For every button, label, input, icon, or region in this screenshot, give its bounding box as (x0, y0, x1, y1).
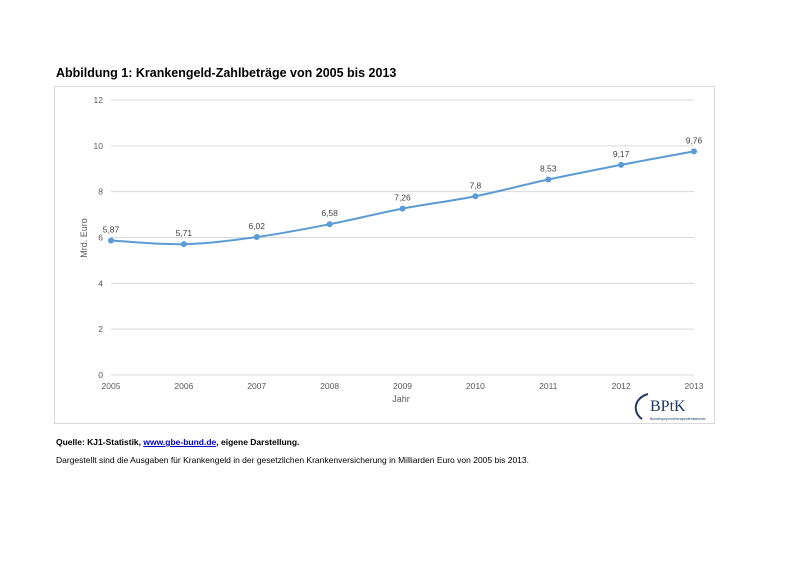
data-point (691, 148, 697, 155)
y-tick-label: 6 (98, 233, 103, 243)
y-axis-ticks: 0 2 4 6 8 10 12 (94, 95, 104, 380)
data-label: 6,58 (321, 208, 338, 218)
source-note: Quelle: KJ1-Statistik, www.gbe-bund.de, … (56, 437, 299, 447)
data-point (545, 176, 552, 183)
x-tick-label: 2012 (612, 381, 631, 391)
x-tick-label: 2006 (174, 381, 193, 391)
x-tick-label: 2007 (247, 381, 266, 391)
x-tick-label: 2008 (320, 381, 339, 391)
y-tick-label: 0 (98, 370, 103, 380)
chart-frame (54, 86, 715, 424)
data-label: 6,02 (248, 221, 265, 231)
y-tick-label: 12 (94, 95, 104, 105)
x-tick-label: 2013 (685, 381, 704, 391)
bptk-logo: BPtK Bundespsychotherapeutenkammer (632, 392, 712, 422)
figure-description: Dargestellt sind die Ausgaben für Kranke… (56, 455, 529, 465)
source-suffix: , eigene Darstellung. (216, 437, 300, 447)
figure-title: Abbildung 1: Krankengeld-Zahlbeträge von… (56, 66, 397, 80)
data-label: 7,8 (469, 180, 481, 190)
source-link[interactable]: www.gbe-bund.de (143, 437, 217, 447)
y-tick-label: 4 (98, 278, 103, 288)
gridlines (111, 99, 694, 376)
data-label: 5,71 (176, 228, 193, 238)
data-point (399, 205, 406, 212)
data-label: 9,17 (613, 149, 630, 159)
source-prefix: Quelle: KJ1-Statistik, (56, 437, 144, 447)
x-tick-label: 2010 (466, 381, 485, 391)
data-point (253, 234, 260, 241)
data-label: 8,53 (540, 164, 557, 174)
svg-text:BPtK: BPtK (650, 398, 686, 415)
data-label: 9,76 (686, 135, 703, 145)
data-point (618, 161, 625, 168)
data-point (180, 241, 187, 248)
x-tick-label: 2009 (393, 381, 412, 391)
x-axis-title: Jahr (392, 394, 410, 404)
data-point (472, 193, 479, 200)
y-tick-label: 2 (98, 324, 103, 334)
data-label: 5,87 (103, 224, 120, 234)
x-axis-ticks: 2005 2006 2007 2008 2009 2010 2011 2012 2013 (102, 381, 704, 391)
x-tick-label: 2005 (102, 381, 121, 391)
y-axis-title: Mrd. Euro (79, 218, 89, 258)
y-tick-label: 8 (98, 187, 103, 197)
x-tick-label: 2011 (539, 381, 558, 391)
svg-text:Bundespsychotherapeutenkammer: Bundespsychotherapeutenkammer (650, 417, 707, 421)
data-labels: 5,87 5,71 6,02 6,58 7,26 7,8 8,53 9,17 9,76 (103, 135, 703, 238)
y-tick-label: 10 (94, 141, 104, 151)
data-points (108, 148, 697, 248)
data-point (108, 237, 114, 244)
data-point (326, 221, 333, 228)
data-label: 7,26 (394, 193, 411, 203)
